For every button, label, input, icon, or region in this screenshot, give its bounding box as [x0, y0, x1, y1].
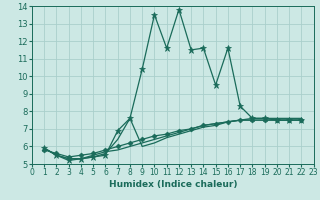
X-axis label: Humidex (Indice chaleur): Humidex (Indice chaleur)	[108, 180, 237, 189]
